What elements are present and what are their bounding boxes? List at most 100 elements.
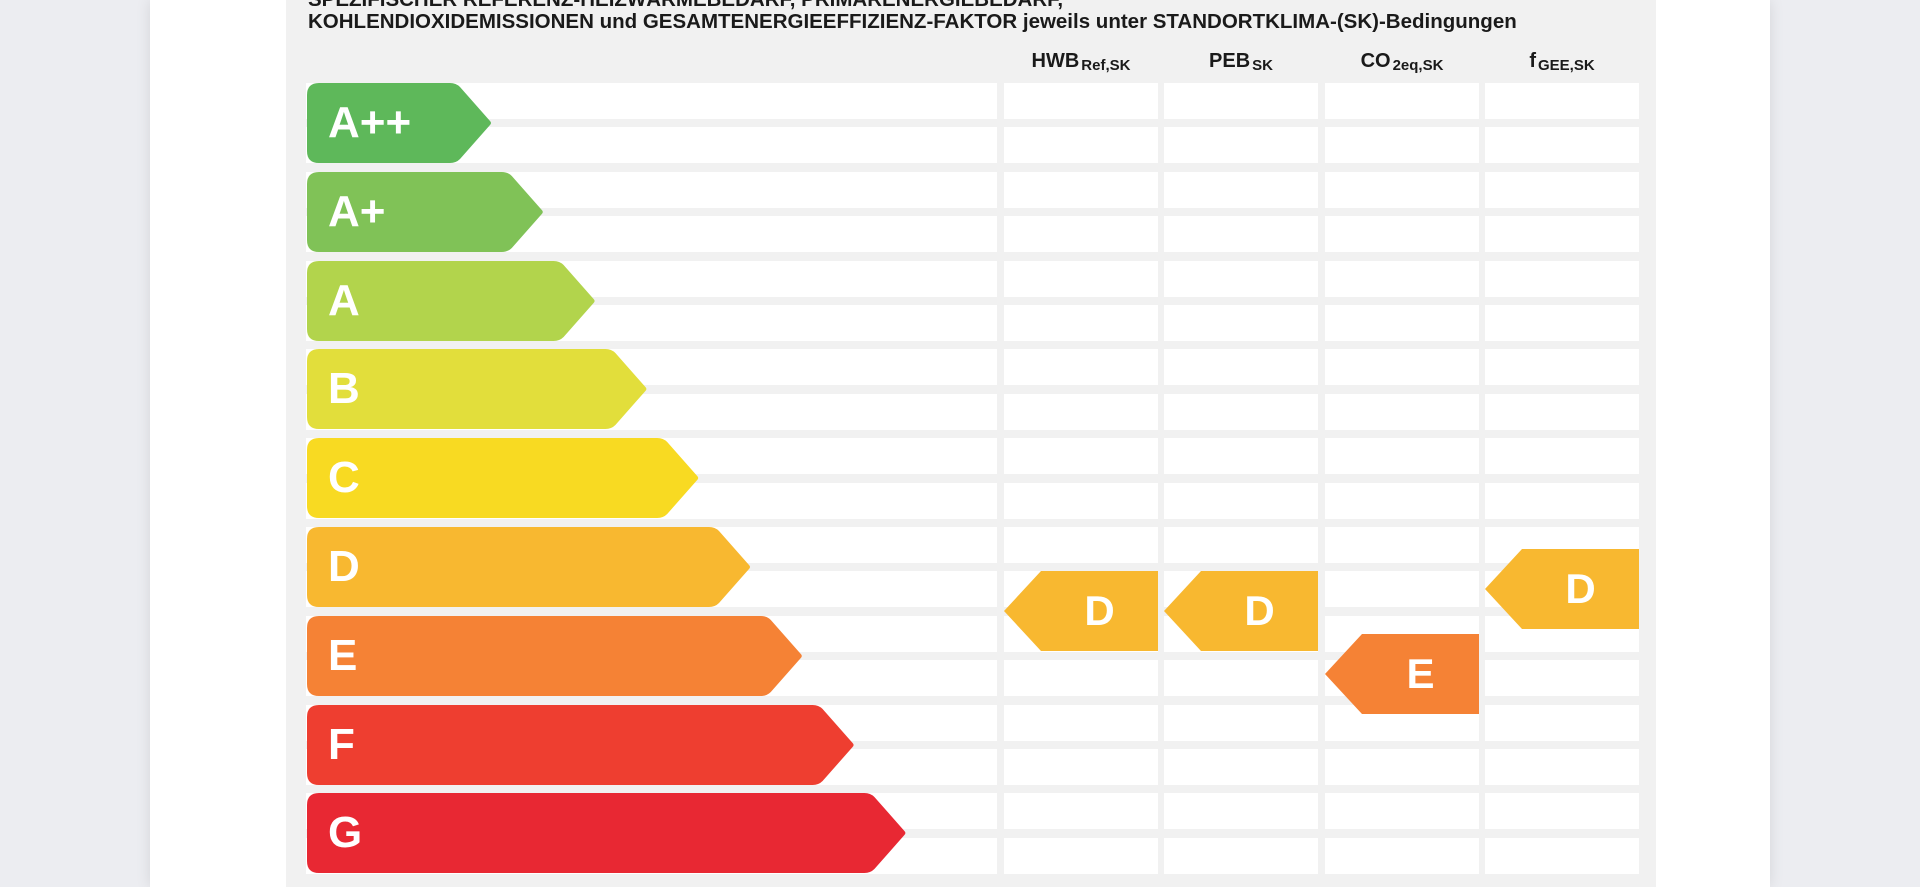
column-cell-hwb — [1004, 660, 1158, 697]
column-header-co2-main: CO — [1360, 50, 1391, 72]
column-cell-co2 — [1325, 793, 1479, 830]
energy-class-arrow — [307, 260, 595, 341]
column-cell-fgee — [1485, 260, 1639, 297]
rating-marker-label: D — [1565, 565, 1596, 613]
column-cell-hwb — [1004, 438, 1158, 475]
column-cell-co2 — [1325, 482, 1479, 519]
heading-line-2: KOHLENDIOXIDEMISSIONEN und GESAMTENERGIE… — [308, 10, 1517, 33]
energy-class-label: A++ — [328, 98, 412, 147]
column-cell-co2 — [1325, 260, 1479, 297]
column-cell-co2 — [1325, 83, 1479, 119]
rating-marker-co2 — [1325, 633, 1479, 714]
column-cell-co2 — [1325, 171, 1479, 208]
column-cell-peb — [1164, 171, 1318, 208]
energy-class-arrow — [307, 793, 906, 874]
column-cell-peb — [1164, 438, 1318, 475]
column-cell-hwb — [1004, 127, 1158, 164]
rating-marker-shape — [1164, 571, 1318, 652]
column-header-peb-sub: SK — [1252, 57, 1273, 74]
column-header-hwb-main: HWB — [1031, 50, 1080, 72]
column-header-fgee: f GEE,SK — [1485, 50, 1639, 80]
column-cell-peb — [1164, 749, 1318, 785]
energy-class-label: C — [328, 453, 360, 503]
column-cell-fgee — [1485, 438, 1639, 475]
energy-class-shape — [307, 260, 595, 341]
column-cell-fgee — [1485, 216, 1639, 253]
column-cell-fgee — [1485, 349, 1639, 386]
energy-class-label: A — [328, 275, 360, 325]
column-cell-co2 — [1325, 438, 1479, 475]
column-cell-peb — [1164, 349, 1318, 386]
column-header-co2: CO 2eq,SK — [1325, 50, 1479, 80]
energy-class-arrow — [307, 615, 802, 696]
column-cell-fgee — [1485, 660, 1639, 697]
column-cell-hwb — [1004, 704, 1158, 741]
column-cell-peb — [1164, 216, 1318, 253]
column-cell-co2 — [1325, 571, 1479, 608]
column-cell-co2 — [1325, 749, 1479, 785]
energy-class-shape — [307, 349, 647, 430]
column-header-co2-sub: 2eq,SK — [1392, 57, 1444, 74]
column-cell-hwb — [1004, 793, 1158, 830]
column-cell-fgee — [1485, 83, 1639, 119]
column-cell-peb — [1164, 482, 1318, 519]
column-cell-peb — [1164, 260, 1318, 297]
column-cell-co2 — [1325, 216, 1479, 253]
column-cell-hwb — [1004, 527, 1158, 563]
column-header-peb-main: PEB — [1209, 50, 1251, 72]
column-cell-fgee — [1485, 704, 1639, 741]
column-cell-hwb — [1004, 749, 1158, 785]
rating-marker-fgee — [1485, 549, 1639, 630]
column-cell-hwb — [1004, 393, 1158, 430]
column-cell-peb — [1164, 393, 1318, 430]
column-cell-peb — [1164, 793, 1318, 830]
energy-class-arrow — [307, 171, 543, 252]
column-cell-peb — [1164, 83, 1318, 119]
column-cell-hwb — [1004, 837, 1158, 874]
column-cell-peb — [1164, 305, 1318, 341]
column-cell-co2 — [1325, 393, 1479, 430]
column-cell-co2 — [1325, 349, 1479, 386]
energy-class-label: D — [328, 542, 360, 591]
rating-marker-shape — [1485, 549, 1639, 630]
energy-class-label: A+ — [328, 186, 386, 236]
column-cell-peb — [1164, 660, 1318, 697]
energy-class-arrow — [307, 83, 491, 163]
rating-marker-label: D — [1084, 587, 1115, 635]
column-cell-fgee — [1485, 482, 1639, 519]
rating-marker-shape — [1004, 571, 1158, 652]
column-cell-peb — [1164, 527, 1318, 563]
heading-line-1: SPEZIFISCHER REFERENZ-HEIZWÄRMEBEDARF, P… — [308, 0, 1063, 12]
column-cell-co2 — [1325, 527, 1479, 563]
energy-class-shape — [307, 171, 543, 252]
energy-class-shape — [307, 793, 906, 874]
energy-class-label: B — [328, 364, 360, 414]
column-cell-co2 — [1325, 305, 1479, 341]
energy-class-arrow — [307, 704, 854, 785]
energy-class-label: F — [328, 719, 355, 769]
column-cell-co2 — [1325, 837, 1479, 874]
column-cell-fgee — [1485, 171, 1639, 208]
column-cell-hwb — [1004, 349, 1158, 386]
column-cell-co2 — [1325, 127, 1479, 164]
column-cell-fgee — [1485, 749, 1639, 785]
energy-class-arrow — [307, 438, 699, 519]
column-cell-fgee — [1485, 837, 1639, 874]
column-cell-hwb — [1004, 171, 1158, 208]
column-cell-fgee — [1485, 127, 1639, 164]
column-cell-hwb — [1004, 305, 1158, 341]
energy-class-shape — [307, 438, 699, 519]
energy-class-label: E — [328, 630, 358, 680]
column-cell-fgee — [1485, 305, 1639, 341]
column-cell-fgee — [1485, 793, 1639, 830]
energy-class-label: G — [328, 808, 363, 858]
rating-marker-label: E — [1406, 649, 1435, 697]
energy-class-arrow — [307, 349, 647, 430]
column-cell-hwb — [1004, 482, 1158, 519]
column-header-hwb-sub: Ref,SK — [1081, 57, 1131, 74]
energy-class-shape — [307, 615, 802, 696]
column-cell-peb — [1164, 127, 1318, 164]
column-cell-hwb — [1004, 260, 1158, 297]
column-cell-fgee — [1485, 393, 1639, 430]
column-header-fgee-sub: GEE,SK — [1537, 57, 1595, 74]
